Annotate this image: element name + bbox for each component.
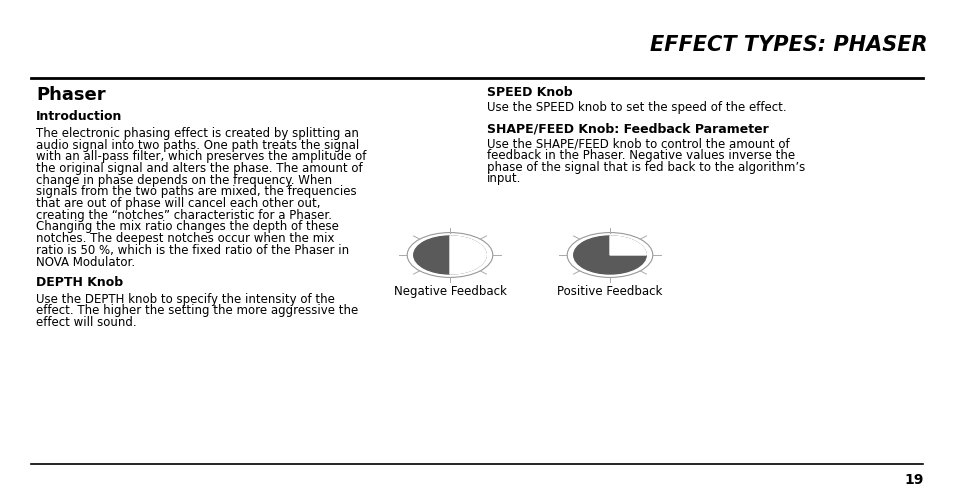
Text: EFFECT TYPES: PHASER: EFFECT TYPES: PHASER	[649, 35, 926, 55]
Circle shape	[573, 236, 645, 274]
Text: signals from the two paths are mixed, the frequencies: signals from the two paths are mixed, th…	[36, 186, 356, 198]
Text: the original signal and alters the phase. The amount of: the original signal and alters the phase…	[36, 162, 362, 175]
Text: SPEED Knob: SPEED Knob	[486, 86, 572, 99]
Text: SHAPE/FEED Knob: Feedback Parameter: SHAPE/FEED Knob: Feedback Parameter	[486, 122, 767, 135]
Text: DEPTH Knob: DEPTH Knob	[36, 276, 123, 289]
Text: ratio is 50 %, which is the fixed ratio of the Phaser in: ratio is 50 %, which is the fixed ratio …	[36, 244, 349, 257]
Text: Use the DEPTH knob to specify the intensity of the: Use the DEPTH knob to specify the intens…	[36, 292, 335, 306]
Text: that are out of phase will cancel each other out,: that are out of phase will cancel each o…	[36, 197, 320, 210]
Text: creating the “notches” characteristic for a Phaser.: creating the “notches” characteristic fo…	[36, 208, 332, 222]
Text: Use the SPEED knob to set the speed of the effect.: Use the SPEED knob to set the speed of t…	[486, 102, 785, 114]
Text: feedback in the Phaser. Negative values inverse the: feedback in the Phaser. Negative values …	[486, 149, 794, 162]
Text: change in phase depends on the frequency. When: change in phase depends on the frequency…	[36, 174, 332, 186]
Text: Changing the mix ratio changes the depth of these: Changing the mix ratio changes the depth…	[36, 220, 338, 234]
Wedge shape	[450, 236, 486, 274]
Wedge shape	[609, 236, 645, 255]
Text: Introduction: Introduction	[36, 110, 123, 122]
Text: with an all-pass filter, which preserves the amplitude of: with an all-pass filter, which preserves…	[36, 150, 366, 163]
Text: audio signal into two paths. One path treats the signal: audio signal into two paths. One path tr…	[36, 138, 359, 151]
Text: 19: 19	[903, 473, 923, 487]
Text: Use the SHAPE/FEED knob to control the amount of: Use the SHAPE/FEED knob to control the a…	[486, 138, 788, 150]
Text: Phaser: Phaser	[36, 86, 106, 104]
Text: phase of the signal that is fed back to the algorithm’s: phase of the signal that is fed back to …	[486, 161, 804, 174]
Text: Negative Feedback: Negative Feedback	[394, 286, 506, 298]
Text: NOVA Modulator.: NOVA Modulator.	[36, 256, 135, 268]
Text: notches. The deepest notches occur when the mix: notches. The deepest notches occur when …	[36, 232, 335, 245]
Circle shape	[414, 236, 486, 274]
Text: effect. The higher the setting the more aggressive the: effect. The higher the setting the more …	[36, 304, 358, 318]
Text: effect will sound.: effect will sound.	[36, 316, 136, 329]
Text: input.: input.	[486, 172, 520, 186]
Text: The electronic phasing effect is created by splitting an: The electronic phasing effect is created…	[36, 127, 358, 140]
Text: Positive Feedback: Positive Feedback	[557, 286, 662, 298]
